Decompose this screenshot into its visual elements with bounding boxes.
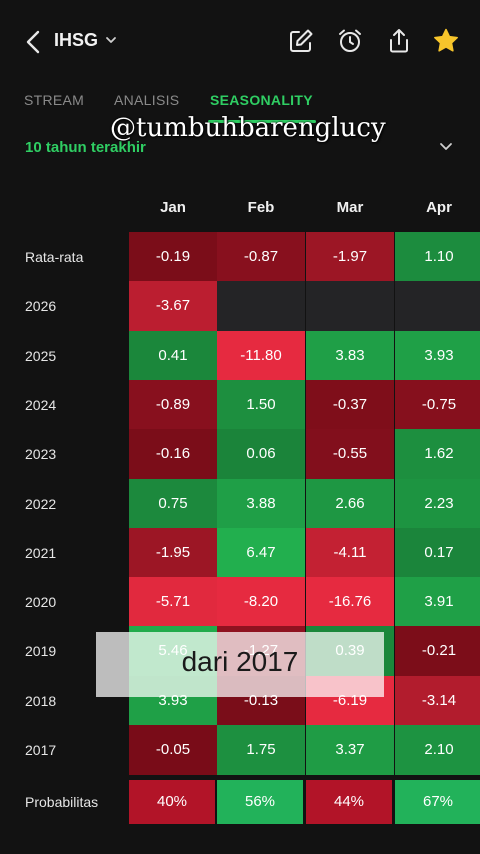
table-cell[interactable]: -0.21 bbox=[395, 626, 480, 677]
table-cell[interactable]: -1.95 bbox=[129, 527, 217, 578]
table-cell[interactable]: -3.14 bbox=[395, 675, 480, 726]
probability-cell: 67% bbox=[395, 780, 480, 825]
table-cell[interactable]: -8.20 bbox=[217, 577, 305, 628]
table-cell[interactable]: 2.66 bbox=[306, 478, 394, 529]
table-cell[interactable]: 6.47 bbox=[217, 527, 305, 578]
ticker-title[interactable]: IHSG bbox=[54, 30, 99, 50]
row-label: 2018 bbox=[25, 692, 57, 709]
alarm-icon[interactable] bbox=[336, 27, 364, 55]
table-cell[interactable]: 1.50 bbox=[217, 379, 305, 430]
table-cell[interactable]: -0.37 bbox=[306, 379, 394, 430]
table-cell[interactable]: -3.67 bbox=[129, 281, 217, 332]
row-label: 2021 bbox=[25, 544, 57, 561]
table-cell[interactable]: 1.62 bbox=[395, 429, 480, 480]
tab-seasonality[interactable]: SEASONALITY bbox=[210, 92, 313, 108]
period-selector[interactable]: 10 tahun terakhir bbox=[25, 139, 146, 156]
table-cell[interactable]: 2.10 bbox=[395, 725, 480, 775]
month-header-jan: Jan bbox=[160, 199, 186, 216]
table-cell bbox=[217, 281, 305, 332]
edit-icon[interactable] bbox=[287, 27, 315, 55]
table-cell[interactable]: 3.93 bbox=[395, 330, 480, 381]
watermark-text: @tumbuhbarenglucy bbox=[110, 113, 386, 143]
share-icon[interactable] bbox=[385, 27, 413, 55]
chevron-down-icon[interactable] bbox=[437, 140, 455, 154]
tab-stream[interactable]: STREAM bbox=[24, 92, 85, 108]
month-header-mar: Mar bbox=[336, 199, 364, 216]
table-cell[interactable]: 0.06 bbox=[217, 429, 305, 480]
table-cell[interactable]: -5.71 bbox=[129, 577, 217, 628]
table-cell[interactable]: 1.75 bbox=[217, 725, 305, 775]
row-label: 2026 bbox=[25, 298, 57, 315]
table-cell bbox=[395, 281, 480, 332]
table-cell[interactable]: 3.91 bbox=[395, 577, 480, 628]
tab-analisis[interactable]: ANALISIS bbox=[114, 92, 180, 108]
table-cell[interactable]: -4.11 bbox=[306, 527, 394, 578]
month-header-apr: Apr bbox=[426, 199, 452, 216]
table-cell[interactable]: -1.97 bbox=[306, 232, 394, 282]
row-label: 2025 bbox=[25, 347, 57, 364]
tab-bar: STREAM ANALISIS SEASONALITY bbox=[0, 84, 480, 124]
table-cell[interactable]: 3.83 bbox=[306, 330, 394, 381]
table-cell[interactable]: 0.17 bbox=[395, 527, 480, 578]
probability-cell: 56% bbox=[217, 780, 303, 825]
star-icon[interactable] bbox=[432, 27, 460, 55]
table-cell[interactable]: -0.19 bbox=[129, 232, 217, 282]
table-cell[interactable]: -0.05 bbox=[129, 725, 217, 775]
caption-text: dari 2017 bbox=[181, 646, 299, 677]
table-cell[interactable]: -0.55 bbox=[306, 429, 394, 480]
probability-cell: 40% bbox=[129, 780, 215, 825]
table-cell[interactable]: 1.10 bbox=[395, 232, 480, 282]
table-cell[interactable]: 3.88 bbox=[217, 478, 305, 529]
row-label: 2019 bbox=[25, 643, 57, 660]
table-cell[interactable]: -0.89 bbox=[129, 379, 217, 430]
row-label: 2022 bbox=[25, 495, 57, 512]
table-cell[interactable]: -0.87 bbox=[217, 232, 305, 282]
month-header-feb: Feb bbox=[247, 199, 275, 216]
table-cell[interactable]: -0.16 bbox=[129, 429, 217, 480]
back-icon[interactable] bbox=[22, 28, 46, 56]
table-cell[interactable]: -11.80 bbox=[217, 330, 305, 381]
probability-label: Probabilitas bbox=[25, 794, 99, 811]
row-label: 2020 bbox=[25, 594, 57, 611]
active-tab-indicator bbox=[208, 120, 316, 123]
chevron-down-icon[interactable] bbox=[104, 33, 118, 47]
row-label: 2023 bbox=[25, 446, 57, 463]
table-cell[interactable]: 3.37 bbox=[306, 725, 394, 775]
table-cell[interactable]: 0.75 bbox=[129, 478, 217, 529]
table-cell[interactable]: -0.75 bbox=[395, 379, 480, 430]
table-cell[interactable]: 0.41 bbox=[129, 330, 217, 381]
table-cell bbox=[306, 281, 394, 332]
row-label: 2017 bbox=[25, 742, 57, 758]
caption-overlay bbox=[96, 632, 384, 697]
table-cell[interactable]: 2.23 bbox=[395, 478, 480, 529]
row-label: Rata-rata bbox=[25, 249, 84, 265]
table-cell[interactable]: -16.76 bbox=[306, 577, 394, 628]
probability-cell: 44% bbox=[306, 780, 392, 825]
top-bar: IHSG bbox=[0, 0, 480, 84]
row-label: 2024 bbox=[25, 396, 57, 413]
